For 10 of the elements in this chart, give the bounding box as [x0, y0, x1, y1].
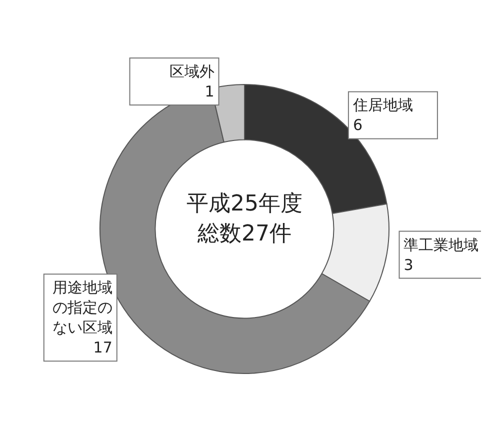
data-label: 3 [404, 256, 414, 274]
data-label: 17 [93, 338, 112, 357]
slice-label: 区域外 [169, 62, 214, 81]
slice-label: 住居地域 [352, 96, 413, 114]
data-label: 6 [352, 116, 362, 134]
data-label: 1 [204, 82, 214, 101]
text: 平成25年度 [186, 192, 302, 216]
text: 総数27件 [196, 222, 292, 246]
slice-label: 準工業地域 [404, 236, 479, 254]
slice-label: 用途地域の指定のない区域 [52, 278, 112, 337]
